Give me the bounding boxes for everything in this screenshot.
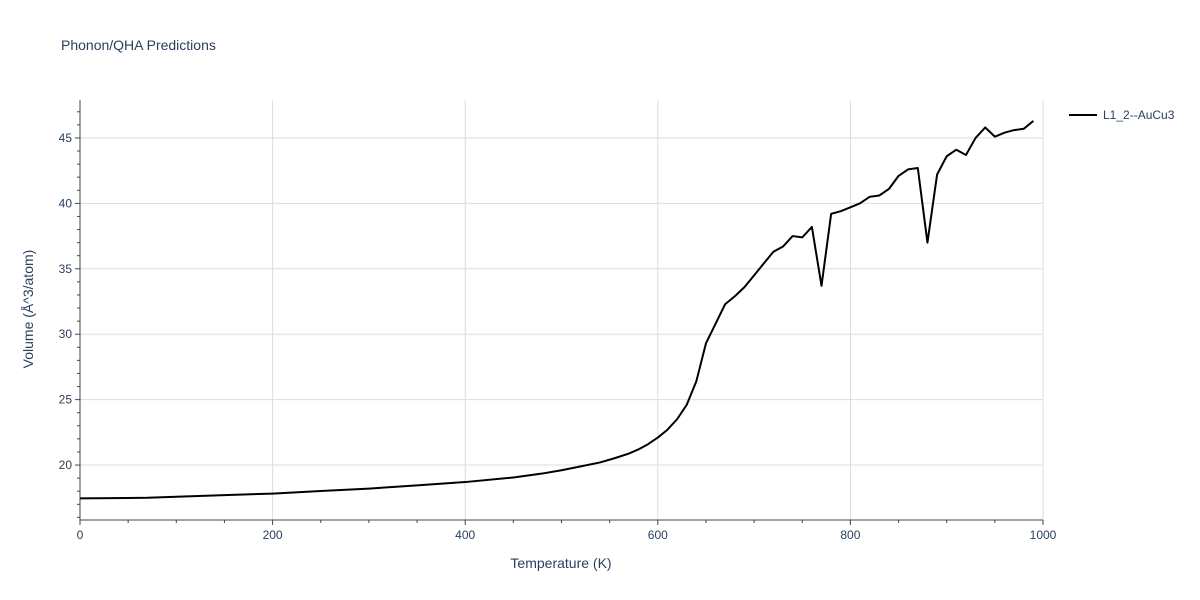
x-tick-label: 200	[263, 528, 283, 542]
y-tick-label: 30	[59, 327, 73, 341]
series-layer	[79, 120, 1035, 500]
x-tick-label: 600	[648, 528, 668, 542]
y-axis-ticks: 20 25 30 35 40 45	[59, 131, 73, 472]
x-tick-label: 400	[455, 528, 475, 542]
y-axis-title: Volume (Å^3/atom)	[20, 250, 36, 369]
grid	[80, 100, 1044, 520]
y-tick-label: 40	[59, 196, 73, 210]
y-tick-label: 20	[59, 458, 73, 472]
y-tick-label: 45	[59, 131, 73, 145]
x-tick-label: 800	[840, 528, 860, 542]
series-line	[79, 120, 1035, 500]
x-axis-ticks: 0 200 400 600 800 1000	[77, 528, 1057, 542]
y-tick-label: 25	[59, 393, 73, 407]
legend-label: L1_2--AuCu3	[1103, 108, 1175, 122]
legend[interactable]: L1_2--AuCu3	[1069, 108, 1175, 122]
axes	[75, 100, 1044, 525]
x-tick-label: 1000	[1030, 528, 1057, 542]
x-tick-label: 0	[77, 528, 84, 542]
y-tick-label: 35	[59, 262, 73, 276]
chart-title: Phonon/QHA Predictions	[61, 37, 216, 53]
x-axis-title: Temperature (K)	[510, 555, 611, 571]
